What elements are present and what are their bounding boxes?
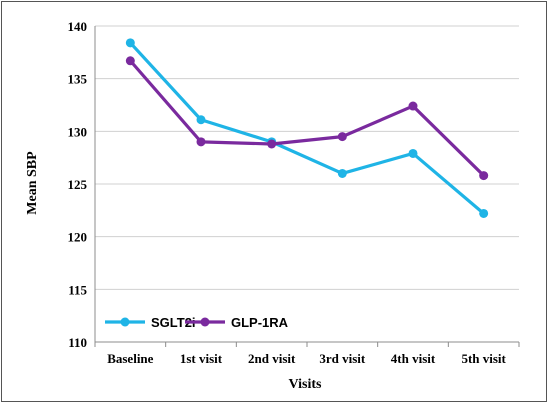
y-tick-label: 120	[68, 230, 88, 245]
data-point-glp-1ra	[125, 56, 135, 66]
data-point-glp-1ra	[337, 132, 347, 142]
legend: SGLT2i GLP-1RA	[105, 315, 289, 330]
data-point-sglt2i	[408, 148, 418, 158]
data-point-sglt2i	[196, 115, 206, 125]
legend-marker-sglt2i	[120, 317, 130, 327]
y-tick-label: 140	[68, 19, 88, 34]
gridlines	[95, 25, 519, 290]
series-line-glp-1ra	[129, 59, 485, 177]
x-tick-label: 4th visit	[391, 351, 436, 366]
data-point-sglt2i	[337, 168, 347, 178]
legend-label-sglt2i: SGLT2i	[151, 315, 196, 330]
series-line-sglt2i	[129, 41, 485, 215]
y-tick-label: 110	[68, 335, 87, 350]
data-point-glp-1ra	[408, 101, 418, 111]
y-tick-label: 125	[68, 177, 88, 192]
data-point-glp-1ra	[267, 139, 277, 149]
x-tick-label: 3rd visit	[319, 351, 366, 366]
y-tick-labels: 110 115 120 125 130 135 140	[68, 19, 88, 350]
x-tick-labels: Baseline 1st visit 2nd visit 3rd visit 4th v…	[107, 351, 506, 366]
legend-label-glp-1ra: GLP-1RA	[231, 315, 289, 330]
y-tick-label: 135	[68, 72, 88, 87]
x-tick-label: 1st visit	[180, 351, 223, 366]
y-tick-label: 115	[68, 282, 87, 297]
y-axis-title: Mean SBP	[25, 151, 40, 215]
legend-marker-glp-1ra	[200, 317, 210, 327]
x-tick-label: 5th visit	[461, 351, 506, 366]
x-axis-title: Visits	[289, 377, 322, 392]
data-point-sglt2i	[479, 208, 489, 218]
x-tick-label: 2nd visit	[248, 351, 296, 366]
series-lines	[125, 38, 489, 218]
x-tick-label: Baseline	[107, 351, 153, 366]
data-point-glp-1ra	[196, 137, 206, 147]
data-point-glp-1ra	[479, 171, 489, 181]
y-tick-label: 130	[68, 124, 88, 139]
axes	[94, 26, 520, 347]
data-point-sglt2i	[125, 38, 135, 48]
